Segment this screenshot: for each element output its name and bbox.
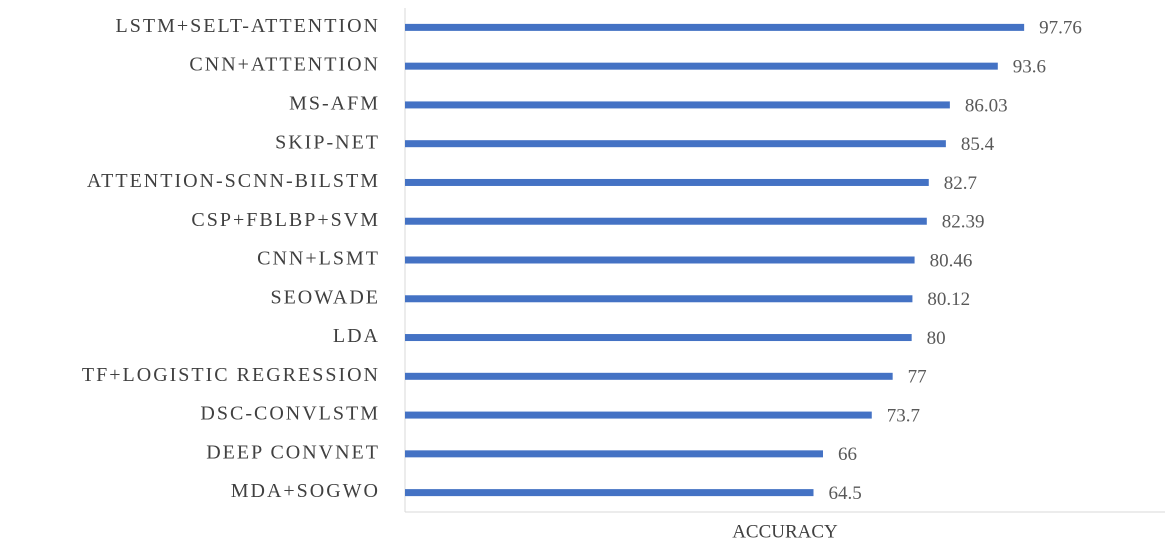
- value-label: 80: [927, 328, 946, 349]
- y-tick-label: SEOWADE: [270, 286, 380, 308]
- bar: [405, 101, 950, 109]
- y-tick-label: LDA: [333, 325, 380, 347]
- value-label: 77: [908, 367, 927, 388]
- bar: [405, 295, 913, 303]
- bar: [405, 256, 915, 264]
- bar: [405, 140, 946, 148]
- y-tick-label: LSTM+SELT-ATTENTION: [116, 15, 380, 37]
- y-tick-label: MS-AFM: [289, 93, 380, 115]
- bar: [405, 450, 823, 458]
- value-label: 64.5: [829, 483, 862, 504]
- y-tick-label: CNN+LSMT: [257, 248, 380, 270]
- y-tick-label: CSP+FBLBP+SVM: [191, 209, 380, 231]
- bar: [405, 178, 929, 186]
- y-tick-label: TF+LOGISTIC REGRESSION: [82, 364, 380, 386]
- y-tick-label: SKIP-NET: [275, 131, 380, 153]
- bar: [405, 372, 893, 380]
- y-tick-label: ATTENTION-SCNN-BILSTM: [87, 170, 380, 192]
- value-label: 93.6: [1013, 57, 1046, 78]
- bar: [405, 217, 927, 225]
- bar: [405, 23, 1025, 31]
- x-axis-label: ACCURACY: [732, 521, 838, 542]
- value-label: 85.4: [961, 134, 995, 155]
- bar: [405, 334, 912, 342]
- value-label: 80.46: [930, 250, 973, 271]
- value-label: 86.03: [965, 95, 1008, 116]
- bar: [405, 411, 872, 419]
- value-label: 66: [838, 444, 857, 465]
- value-label: 97.76: [1039, 18, 1082, 39]
- value-label: 80.12: [927, 289, 970, 310]
- value-label: 73.7: [887, 405, 920, 426]
- value-label: 82.7: [944, 173, 977, 194]
- y-tick-label: DSC-CONVLSTM: [200, 403, 380, 425]
- y-tick-label: CNN+ATTENTION: [189, 54, 380, 76]
- y-tick-label: DEEP CONVNET: [206, 441, 380, 463]
- y-tick-label: MDA+SOGWO: [231, 480, 380, 502]
- value-label: 82.39: [942, 212, 985, 233]
- bar: [405, 489, 814, 497]
- bar: [405, 62, 998, 70]
